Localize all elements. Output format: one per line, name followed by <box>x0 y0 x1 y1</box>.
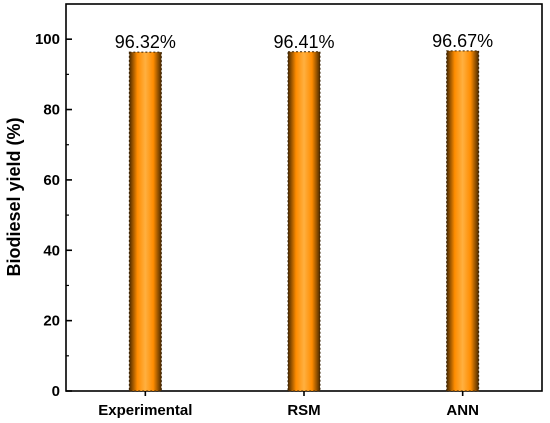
x-tick-label: ANN <box>446 402 479 419</box>
y-tick-label: 100 <box>35 31 60 48</box>
y-axis: 0 20 40 60 80 100 <box>35 31 72 400</box>
bar-experimental <box>128 51 162 392</box>
data-label: 96.32% <box>115 32 176 52</box>
bar-ann <box>446 50 480 392</box>
x-tick-label: RSM <box>287 402 320 419</box>
data-label: 96.67% <box>432 31 493 51</box>
y-tick-label: 40 <box>43 242 60 259</box>
y-axis-title: Biodiesel yield (%) <box>4 117 24 276</box>
bars-group: 96.32% 96.41% 96.67% <box>115 31 493 392</box>
y-tick-label: 20 <box>43 313 60 330</box>
data-label: 96.41% <box>273 32 334 52</box>
bar-rsm <box>287 51 321 392</box>
x-axis: Experimental RSM ANN <box>98 391 479 419</box>
x-tick-label: Experimental <box>98 402 192 419</box>
y-tick-label: 80 <box>43 102 60 119</box>
y-tick-label: 60 <box>43 172 60 189</box>
y-tick-label: 0 <box>52 383 60 400</box>
